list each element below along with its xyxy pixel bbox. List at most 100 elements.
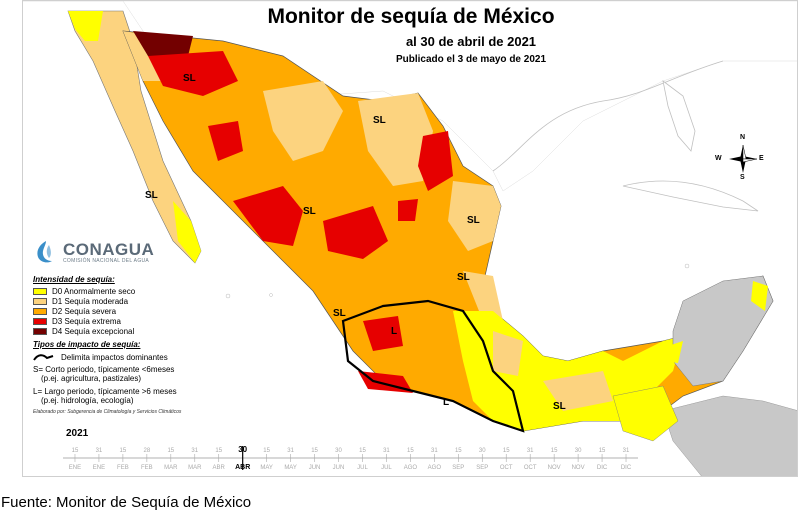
source-caption: Fuente: Monitor de Sequía de México	[1, 494, 252, 511]
timeline-year: 2021	[66, 428, 89, 439]
legend-swatch-d0	[33, 287, 47, 295]
map-title: Monitor de sequía de México	[267, 5, 555, 28]
compass-w: W	[715, 155, 722, 162]
timeline-month-label: ABR	[235, 464, 250, 471]
timeline-day-label: 30	[335, 448, 342, 454]
timeline-day-label: 31	[527, 448, 534, 454]
drought-map-frame: Monitor de sequía de México al 30 de abr…	[22, 0, 798, 477]
timeline-day-label: 15	[407, 448, 414, 454]
timeline-day-label: 30	[238, 445, 247, 454]
d3-nl	[398, 199, 418, 221]
long-term-line-2: (p.ej. hidrología, ecología)	[41, 396, 134, 405]
long-term-line-1: L= Largo periodo, típicamente >6 meses	[33, 387, 177, 396]
legend-label-d1: D1 Sequía moderada	[52, 296, 129, 306]
d1-oaxaca	[543, 371, 613, 411]
impact-line-label: Delimita impactos dominantes	[61, 352, 168, 362]
compass-s: S	[740, 174, 745, 181]
timeline-month-label: FEB	[117, 465, 129, 471]
long-term-note: L= Largo periodo, típicamente >6 meses (…	[33, 387, 248, 405]
legend-swatch-d3	[33, 317, 47, 325]
timeline-day-label: 31	[96, 448, 103, 454]
yucatan-d0-west	[663, 341, 683, 363]
l-label-michoacan: L	[391, 326, 398, 337]
conagua-logo: CONAGUA COMISIÓN NACIONAL DEL AGUA	[33, 239, 154, 265]
timeline-day-label: 30	[479, 448, 486, 454]
timeline-day-label: 15	[551, 448, 558, 454]
legend-label-d2: D2 Sequía severa	[52, 306, 117, 316]
timeline-month-label: JUN	[333, 465, 345, 471]
d3-tamaulipas	[418, 131, 453, 191]
legend-intensity-title: Intensidad de sequía:	[33, 275, 115, 284]
map-date-line: al 30 de abril de 2021	[405, 34, 537, 49]
timeline-day-label: 15	[167, 448, 174, 454]
legend-row-d0: D0 Anormalmente seco	[33, 286, 248, 296]
island	[225, 293, 231, 299]
timeline-month-label: ENE	[93, 465, 105, 471]
timeline-month-label: JUN	[309, 465, 321, 471]
timeline-day-label: 31	[623, 448, 630, 454]
timeline-month-label: JUL	[381, 465, 392, 471]
d4-north	[133, 31, 193, 56]
sl-label-slp: SL	[457, 272, 470, 283]
timeline-month-label: MAY	[260, 465, 273, 471]
timeline-month-label: SEP	[476, 465, 488, 471]
coastline-us-gulf	[492, 60, 724, 172]
legend-swatch-d2	[33, 307, 47, 315]
legend-swatch-d4	[33, 327, 47, 335]
conagua-logo-icon	[37, 241, 52, 263]
compass-icon	[729, 144, 758, 173]
d1-patch-2	[358, 93, 433, 186]
legend-impact-title: Tipos de impacto de sequía:	[33, 340, 141, 349]
legend-row-d2: D2 Sequía severa	[33, 306, 248, 316]
timeline-month-label: NOV	[548, 465, 561, 471]
logo-subtitle: COMISIÓN NACIONAL DEL AGUA	[63, 257, 150, 264]
timeline-day-label: 15	[503, 448, 510, 454]
timeline-day-label: 15	[263, 448, 270, 454]
florida	[662, 80, 696, 152]
legend-credit: Elaborado por: Subgerencia de Climatolog…	[33, 409, 182, 415]
baja-d0-south	[173, 201, 201, 263]
sl-label-oaxaca: SL	[553, 401, 566, 412]
timeline-day-label: 15	[599, 448, 606, 454]
timeline-month-label: AGO	[428, 465, 442, 471]
timeline-day-label: 28	[144, 448, 151, 454]
drought-map	[23, 1, 797, 476]
timeline-month-label: DIC	[597, 465, 608, 471]
central-america	[662, 395, 797, 476]
timeline-month-label: OCT	[500, 465, 513, 471]
compass-n: N	[740, 134, 746, 141]
timeline-bar: 15 ENE 31 ENE 15 FEB 28 FEB 15 MAR 31 MAR 15 ABR 30 ABR…	[63, 445, 638, 471]
timeline-month-label: FEB	[141, 465, 153, 471]
compass-e: E	[759, 155, 764, 162]
short-term-note: S= Corto periodo, típicamente <6meses (p…	[33, 365, 248, 383]
legend-label-d0: D0 Anormalmente seco	[52, 286, 136, 296]
map-published-line: Publicado el 3 de mayo de 2021	[395, 54, 547, 65]
timeline-day-label: 31	[431, 448, 438, 454]
legend-swatch-d1	[33, 297, 47, 305]
impact-line-icon	[33, 354, 54, 361]
timeline-day-label: 15	[359, 448, 366, 454]
timeline-month-label: OCT	[524, 465, 537, 471]
d3-north-sonora	[148, 51, 238, 96]
timeline-month-label: ABR	[213, 465, 226, 471]
timeline-month-label: JUL	[357, 465, 368, 471]
timeline-day-label: 31	[191, 448, 198, 454]
cuba	[622, 180, 759, 212]
timeline-month-label: ENE	[69, 465, 81, 471]
baja-d0-north	[68, 11, 103, 41]
d3-durango	[233, 186, 303, 246]
timeline-day-label: 31	[287, 448, 294, 454]
island	[684, 263, 690, 269]
chiapas-d0	[612, 385, 679, 442]
legend-label-d4: D4 Sequía excepcional	[52, 326, 135, 336]
timeline-day-label: 15	[311, 448, 318, 454]
impact-line-row: Delimita impactos dominantes	[33, 352, 248, 362]
timeline-month-label: MAY	[284, 465, 297, 471]
sl-label-baja: SL	[145, 190, 158, 201]
legend-row-d1: D1 Sequía moderada	[33, 296, 248, 306]
timeline-month-label: DIC	[621, 465, 632, 471]
timeline-month-label: MAR	[188, 465, 202, 471]
d3-chihuahua	[208, 121, 243, 161]
impact-boundary	[341, 299, 525, 433]
timeline-day-label: 31	[383, 448, 390, 454]
